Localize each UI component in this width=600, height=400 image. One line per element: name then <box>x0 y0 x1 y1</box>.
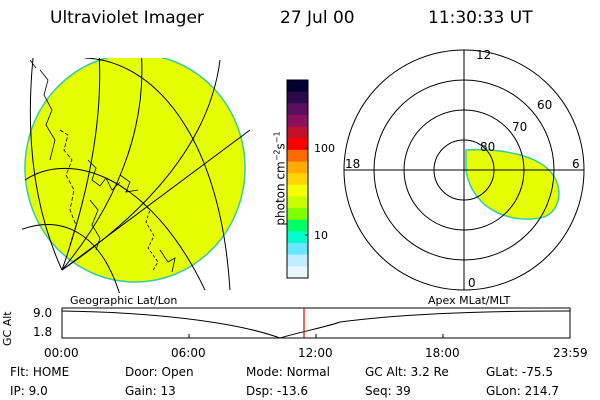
status-mode: Mode: Normal <box>246 365 330 379</box>
lat-label-70: 70 <box>512 120 528 134</box>
xtick-1200: 12:00 <box>298 346 333 360</box>
colorbar-swatch <box>287 126 308 139</box>
colorbar-swatch <box>287 243 308 256</box>
mlt-label-6: 6 <box>572 157 580 171</box>
colorbar-swatch <box>287 196 308 209</box>
colorbar-tick-10: 10 <box>314 229 328 242</box>
colorbar-swatch <box>287 173 308 186</box>
colorbar-swatch <box>287 208 308 221</box>
xtick-0000: 00:00 <box>44 346 79 360</box>
polar-caption: Apex MLat/MLT <box>428 294 511 307</box>
status-gc-alt: GC Alt: 3.2 Re <box>365 365 449 379</box>
altitude-ytick-9: 9.0 <box>33 306 53 320</box>
colorbar-swatch <box>287 80 308 93</box>
status-flt: Flt: HOME <box>10 365 70 379</box>
status-seq: Seq: 39 <box>365 384 411 398</box>
xtick-2359: 23:59 <box>553 346 588 360</box>
date-label: 27 Jul 00 <box>280 8 355 28</box>
colorbar-swatch <box>287 184 308 198</box>
colorbar-swatch <box>287 103 308 116</box>
lat-label-60: 60 <box>537 98 553 112</box>
status-glon: GLon: 214.7 <box>486 384 559 398</box>
colorbar-swatch <box>287 114 308 128</box>
altitude-ylabel: GC Alt <box>1 311 14 346</box>
status-dsp: Dsp: -13.6 <box>246 384 309 398</box>
colorbar-swatch <box>287 266 308 279</box>
lat-label-80: 80 <box>480 140 496 154</box>
time-label: 11:30:33 UT <box>428 8 533 28</box>
colorbar-tick-100: 100 <box>314 142 335 155</box>
app-title: Ultraviolet Imager <box>50 8 204 28</box>
status-gain: Gain: 13 <box>125 384 176 398</box>
altitude-ytick-1-8: 1.8 <box>33 325 53 339</box>
colorbar-swatch <box>287 149 308 163</box>
colorbar-swatch <box>287 138 308 151</box>
colorbar-swatch <box>287 161 308 174</box>
xtick-0600: 06:00 <box>171 346 206 360</box>
colorbar-swatch <box>287 91 308 104</box>
colorbar-swatch <box>287 231 308 244</box>
auroral-image-disk <box>24 58 246 283</box>
status-ip: IP: 9.0 <box>10 384 48 398</box>
geographic-caption: Geographic Lat/Lon <box>70 294 178 307</box>
status-door: Door: Open <box>125 365 194 379</box>
mlt-label-18: 18 <box>345 157 361 171</box>
xtick-1800: 18:00 <box>425 346 460 360</box>
colorbar-swatch <box>287 219 308 233</box>
colorbar-swatch <box>287 254 308 267</box>
mlt-label-0: 0 <box>468 276 476 290</box>
status-glat: GLat: -75.5 <box>486 365 553 379</box>
mlt-label-12: 12 <box>476 48 492 62</box>
colorbar-gradient <box>287 80 308 279</box>
